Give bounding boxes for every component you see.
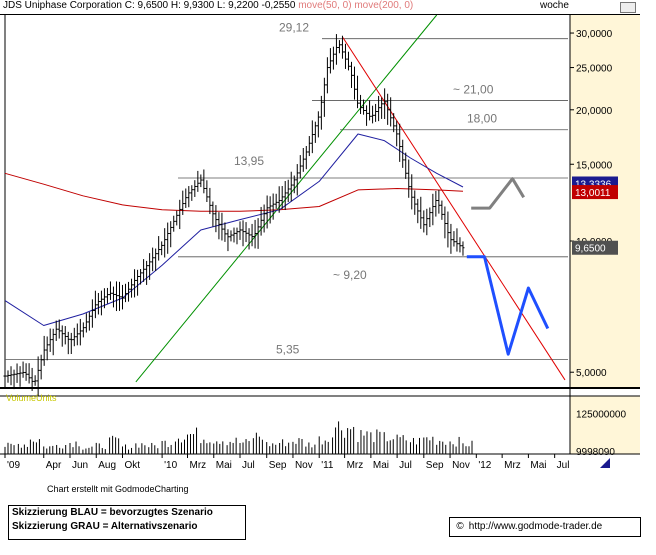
scenario-legend: Skizzierung BLAU = bevorzugtes Szenario … — [8, 505, 246, 540]
x-tick-label: Nov — [452, 460, 470, 471]
source-url[interactable]: http://www.godmode-trader.de — [468, 521, 603, 532]
x-tick-label: Jul — [399, 460, 412, 471]
x-tick-label: Mrz — [347, 460, 364, 471]
quote-values: C: 9,6500 H: 9,9300 L: 9,2200 -0,2550 — [124, 0, 296, 11]
volume-bars — [4, 421, 473, 454]
price-axis-panel — [570, 15, 640, 388]
price-flag-bg — [572, 240, 618, 255]
level-label: 13,95 — [234, 154, 264, 168]
price-flag: 9,6500 — [575, 244, 606, 255]
volume-tick-label: 9998090 — [576, 447, 615, 458]
scenario-grey-path — [471, 177, 525, 210]
ma50-flag: 13,3336 — [575, 179, 612, 190]
uptrend-line — [135, 14, 438, 383]
ma200-flag-bg — [572, 185, 618, 200]
scroll-arrow-icon — [600, 458, 610, 468]
x-tick-label: '10 — [164, 460, 177, 471]
volume-tick-label: 125000000 — [576, 409, 626, 420]
x-tick-label: Sep — [426, 460, 444, 471]
x-tick-label: Nov — [295, 460, 313, 471]
y-tick-label: 15,0000 — [576, 160, 613, 171]
scenario-blue-path — [466, 255, 550, 356]
downtrend-line — [342, 37, 566, 381]
ma200-line — [4, 172, 464, 212]
chart-credit: Chart erstellt mit GodmodeCharting — [47, 484, 189, 494]
ma-legend: move(50, 0) move(200, 0) — [298, 0, 414, 11]
header-divider — [0, 14, 640, 15]
level-label: ~ 21,00 — [453, 83, 494, 97]
legend-blue-scenario: Skizzierung BLAU = bevorzugtes Szenario — [12, 507, 213, 518]
level-label: 18,00 — [467, 112, 497, 126]
legend-grey-scenario: Skizzierung GRAU = Alternativszenario — [12, 521, 198, 532]
x-tick-label: '11 — [321, 460, 334, 471]
x-tick-label: '12 — [478, 460, 491, 471]
y-tick-label: 20,0000 — [576, 106, 613, 117]
company-name: JDS Uniphase Corporation — [3, 0, 122, 11]
x-tick-label: Aug — [98, 460, 116, 471]
y-tick-label: 25,0000 — [576, 64, 613, 75]
x-tick-label: Mai — [373, 460, 389, 471]
x-tick-label: Mrz — [504, 460, 521, 471]
chart-header: JDS Uniphase Corporation C: 9,6500 H: 9,… — [3, 0, 413, 11]
volume-axis-panel — [570, 396, 640, 454]
price-bars — [3, 34, 465, 397]
y-tick-label: 30,0000 — [576, 29, 613, 40]
period-selector-button[interactable] — [620, 2, 636, 13]
x-tick-label: Sep — [269, 460, 287, 471]
x-tick-label: Mai — [530, 460, 546, 471]
level-label: 5,35 — [276, 342, 300, 356]
x-tick-label: Mai — [216, 460, 232, 471]
level-label: ~ 9,20 — [333, 268, 367, 282]
source-url-box[interactable]: © http://www.godmode-trader.de — [449, 517, 641, 537]
x-tick-label: '09 — [7, 460, 20, 471]
level-label: 29,12 — [279, 21, 309, 35]
x-tick-label: Jun — [72, 460, 88, 471]
ma200-flag: 13,0011 — [575, 188, 611, 199]
x-tick-label: Apr — [46, 460, 62, 471]
x-tick-label: Jul — [242, 460, 255, 471]
x-tick-label: Mrz — [190, 460, 207, 471]
y-tick-label: 5,0000 — [576, 368, 607, 379]
x-tick-label: Okt — [125, 460, 141, 471]
copyright-icon: © — [456, 521, 464, 532]
period-label: woche — [540, 0, 569, 11]
x-tick-label: Jul — [557, 460, 570, 471]
volume-label: VolumeUnits — [6, 393, 57, 403]
